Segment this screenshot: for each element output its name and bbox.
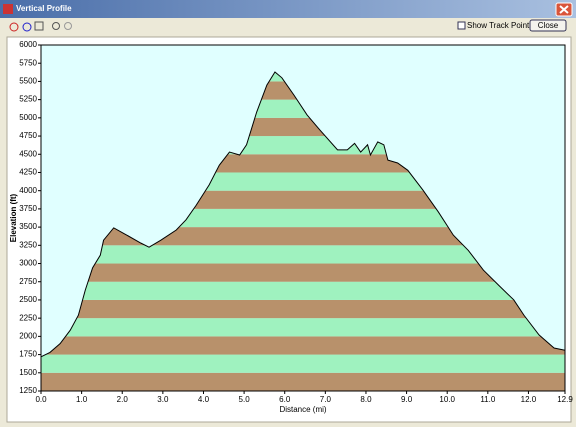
y-tick-label: 1750 bbox=[19, 350, 37, 359]
x-tick-label: 6.0 bbox=[279, 395, 291, 404]
elevation-band bbox=[41, 372, 565, 391]
y-tick-label: 4500 bbox=[19, 149, 37, 158]
x-tick-label: 1.0 bbox=[76, 395, 88, 404]
y-tick-label: 4750 bbox=[19, 131, 37, 140]
x-tick-label: 0.0 bbox=[35, 395, 47, 404]
y-tick-label: 1500 bbox=[19, 368, 37, 377]
checkbox[interactable] bbox=[457, 21, 466, 30]
elevation-band bbox=[41, 263, 565, 282]
elevation-band bbox=[41, 299, 565, 319]
x-tick-label: 8.0 bbox=[360, 395, 372, 404]
y-tick-label: 3250 bbox=[19, 240, 37, 249]
x-tick-label: 10.0 bbox=[439, 395, 455, 404]
elevation-band bbox=[41, 318, 565, 337]
app-icon bbox=[3, 4, 13, 14]
y-tick-label: 5500 bbox=[19, 77, 37, 86]
elevation-band bbox=[41, 354, 565, 373]
y-tick-label: 4000 bbox=[19, 186, 37, 195]
y-tick-label: 2000 bbox=[19, 331, 37, 340]
elevation-band bbox=[41, 281, 565, 300]
x-tick-label: 5.0 bbox=[239, 395, 251, 404]
x-tick-label: 12.0 bbox=[521, 395, 537, 404]
y-tick-label: 1250 bbox=[19, 386, 37, 395]
y-tick-label: 3750 bbox=[19, 204, 37, 213]
x-tick-label: 3.0 bbox=[157, 395, 169, 404]
toolbar-icons[interactable] bbox=[9, 21, 72, 32]
x-tick-label: 12.9 bbox=[557, 395, 573, 404]
y-tick-label: 5000 bbox=[19, 113, 37, 122]
y-tick-label: 5250 bbox=[19, 95, 37, 104]
x-axis-label: Distance (mi) bbox=[279, 405, 326, 414]
elevation-band bbox=[41, 336, 565, 355]
plot-border bbox=[40, 44, 566, 392]
checkbox-label[interactable]: Show Track Points bbox=[467, 21, 533, 30]
profile-line bbox=[40, 71, 566, 358]
x-tick-label: 9.0 bbox=[401, 395, 413, 404]
x-tick-label: 2.0 bbox=[117, 395, 129, 404]
x-tick-label: 4.0 bbox=[198, 395, 210, 404]
close-x[interactable] bbox=[555, 2, 573, 17]
elevation-band bbox=[41, 245, 565, 264]
y-axis-label: Elevation (ft) bbox=[9, 193, 18, 242]
y-tick-label: 5750 bbox=[19, 58, 37, 67]
x-tick-label: 7.0 bbox=[320, 395, 332, 404]
title-bar bbox=[0, 0, 576, 18]
y-tick-label: 4250 bbox=[19, 168, 37, 177]
x-tick-label: 11.0 bbox=[480, 395, 496, 404]
y-tick-label: 2750 bbox=[19, 277, 37, 286]
y-tick-label: 3000 bbox=[19, 259, 37, 268]
window-title: Vertical Profile bbox=[16, 4, 72, 13]
close-button-label[interactable]: Close bbox=[538, 21, 559, 30]
y-tick-label: 6000 bbox=[19, 40, 37, 49]
close-button[interactable] bbox=[529, 19, 567, 32]
y-tick-label: 3500 bbox=[19, 222, 37, 231]
y-tick-label: 2250 bbox=[19, 313, 37, 322]
y-tick-label: 2500 bbox=[19, 295, 37, 304]
